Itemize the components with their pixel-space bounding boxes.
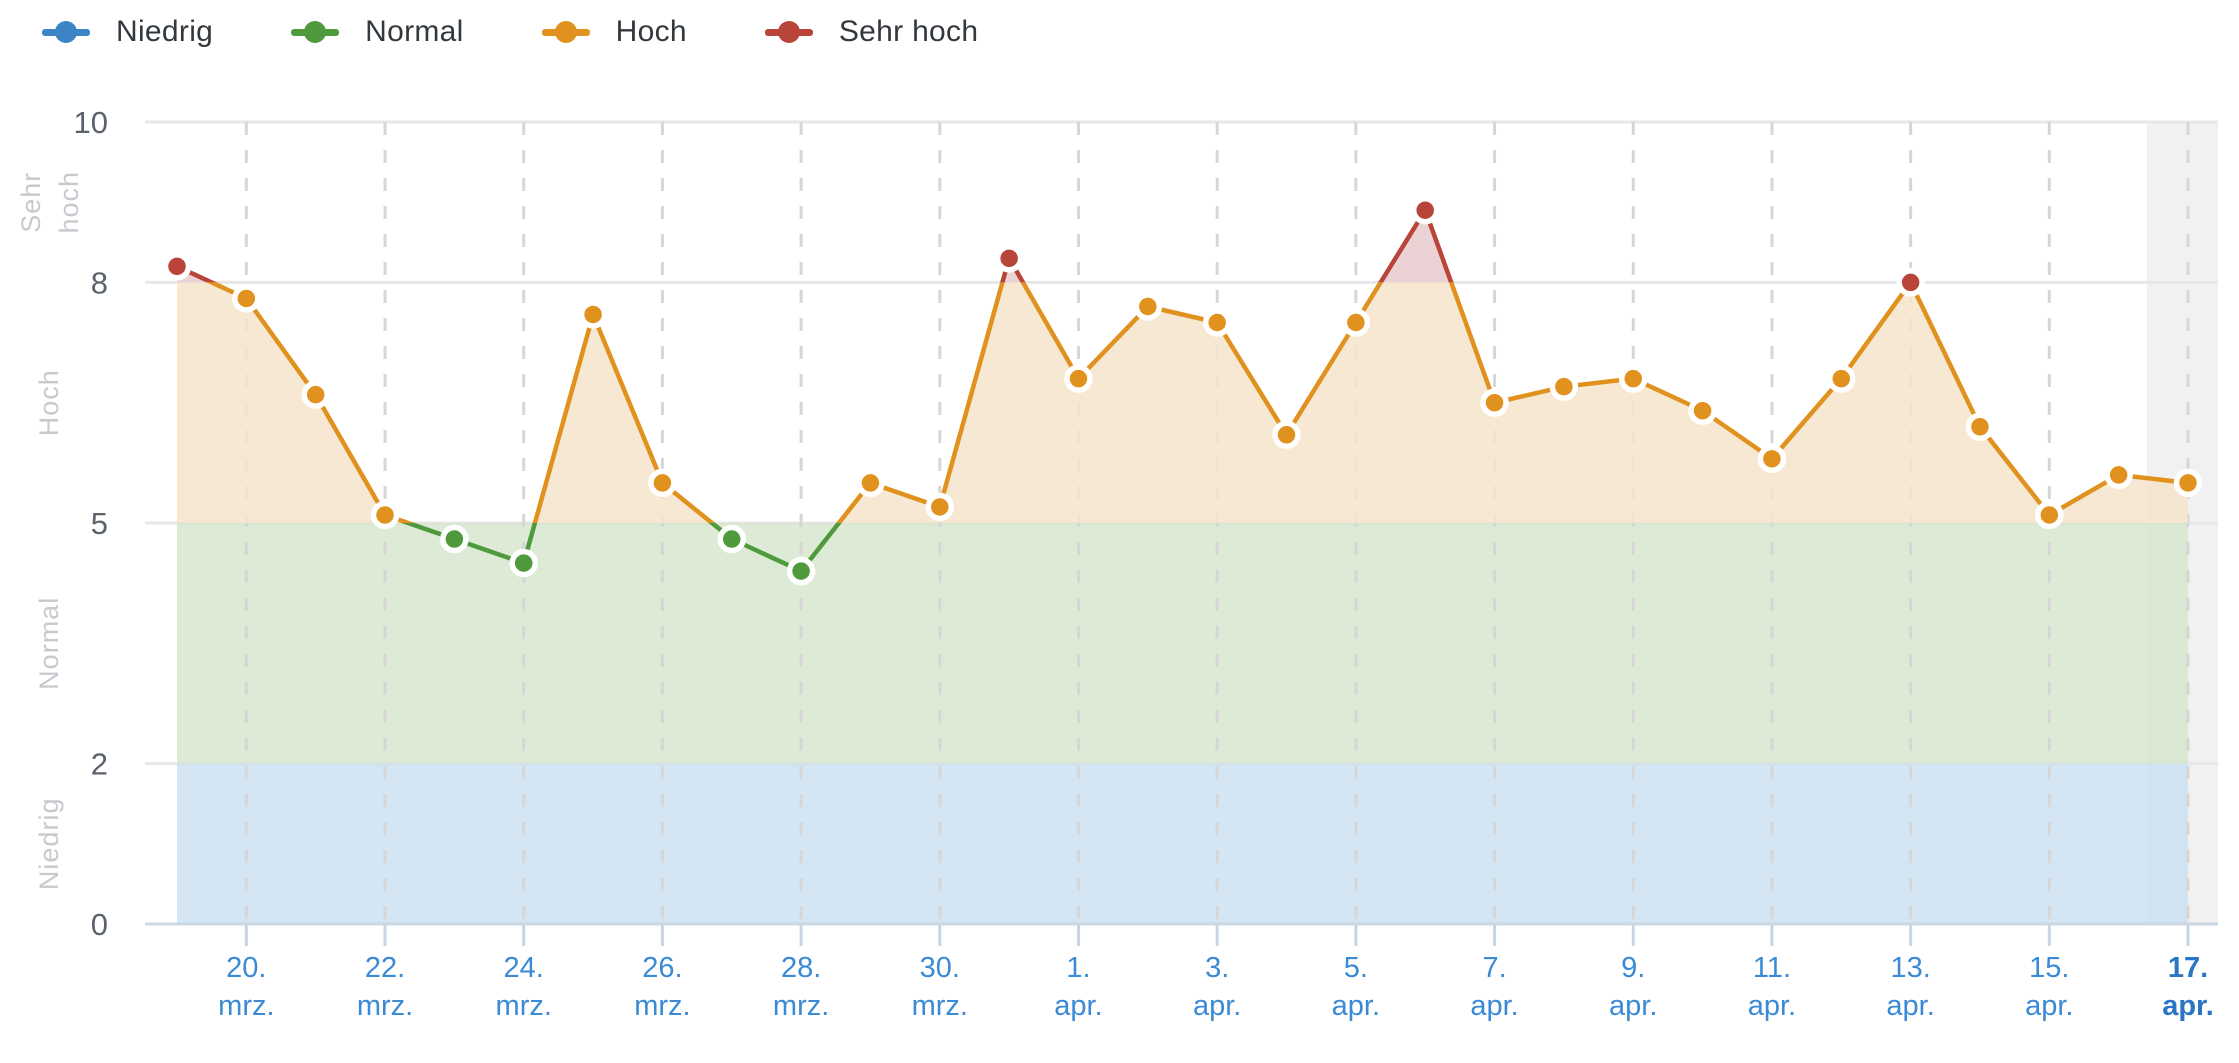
data-point-13apr[interactable] [1896,268,1925,297]
legend-item-hoch[interactable]: Hoch [541,15,687,49]
volatility-line [206,282,2189,523]
data-point-17apr[interactable] [2173,468,2203,498]
y-axis-label: 8 [91,265,108,300]
sehr-hoch-line-marker-icon [764,16,813,48]
x-axis-label-month: apr. [1470,990,1518,1022]
x-axis-label-day: 22. [365,952,405,984]
normal-line-marker-icon [291,16,340,48]
x-axis-label-day: 20. [226,952,266,984]
data-point-24mrz[interactable] [509,548,538,578]
zone-label: Normal [34,597,64,690]
data-point-20mrz[interactable] [232,284,261,313]
x-axis-label-month: mrz. [357,990,413,1022]
zone-label: Hoch [34,369,64,436]
zone-label: hoch [54,171,84,234]
x-axis-label-month: apr. [1193,990,1241,1022]
x-axis-label-day: 5. [1344,952,1368,984]
y-axis-label: 10 [74,105,108,140]
data-point-22mrz[interactable] [370,500,400,530]
x-axis-label-day: 1. [1066,952,1090,984]
legend-item-sehr-hoch[interactable]: Sehr hoch [764,15,979,49]
y-axis-label: 2 [91,747,108,782]
zone-label: Niedrig [34,798,64,891]
data-point-9apr[interactable] [1618,364,1648,393]
area-fill-hoch [177,282,2188,523]
legend-item-niedrig[interactable]: Niedrig [42,15,213,49]
x-axis-label-month: apr. [1886,990,1934,1022]
x-axis-label-month: mrz. [496,990,552,1022]
data-point-3apr[interactable] [1202,308,1232,337]
data-point-26mrz[interactable] [648,468,677,498]
x-axis-label-month: apr. [1609,990,1657,1022]
data-point-29mrz[interactable] [856,468,885,498]
x-axis-label-day: 15. [2029,952,2069,984]
legend-item-normal[interactable]: Normal [291,15,463,49]
y-axis-label: 0 [91,907,108,942]
data-point-6apr[interactable] [1410,195,1440,225]
data-point-7apr[interactable] [1480,388,1509,417]
niedrig-line-marker-icon [42,16,90,48]
data-point-10apr[interactable] [1688,396,1717,425]
x-axis-label-day: 28. [781,952,821,984]
data-point-15apr[interactable] [2035,500,2064,530]
data-point-2apr[interactable] [1133,292,1163,321]
x-axis-label-day: 11. [1753,952,1791,984]
x-axis-label-month: apr. [2162,990,2214,1022]
data-point-4apr[interactable] [1272,420,1301,450]
data-point-28mrz[interactable] [786,556,816,586]
x-axis-label-day: 9. [1621,952,1645,984]
data-point-25mrz[interactable] [578,300,608,329]
x-axis-label-month: mrz. [773,990,829,1022]
data-point-31mrz[interactable] [994,244,1024,273]
niedrig-zone-band [177,763,2188,924]
legend-label-niedrig: Niedrig [116,15,214,48]
data-point-16apr[interactable] [2104,460,2133,490]
data-point-21mrz[interactable] [301,380,330,409]
data-point-11apr[interactable] [1757,444,1787,474]
data-point-5apr[interactable] [1341,308,1371,337]
x-axis-label-day: 17. [2168,952,2208,984]
x-axis-label-month: mrz. [634,990,690,1022]
x-axis-label-day: 26. [642,952,682,984]
chart-legend: Niedrig Normal Hoch Sehr hoch [42,6,978,58]
zone-label: Sehr [16,172,46,233]
legend-label-sehr-hoch: Sehr hoch [838,15,979,48]
data-point-8apr[interactable] [1549,372,1579,401]
x-axis-label-day: 3. [1205,952,1229,984]
normal-zone-band [177,523,2188,764]
x-axis-label-day: 24. [504,952,544,984]
x-axis-label-day: 30. [920,952,960,984]
data-point-14apr[interactable] [1965,412,1995,442]
x-axis-label-day: 13. [1890,952,1930,984]
data-point-19mrz[interactable] [162,252,192,281]
data-point-30mrz[interactable] [925,492,955,522]
data-point-1apr[interactable] [1064,364,1093,393]
x-axis-label-month: apr. [1748,990,1796,1022]
x-axis-label-month: mrz. [912,990,968,1022]
legend-label-hoch: Hoch [615,15,687,48]
data-point-27mrz[interactable] [717,524,747,554]
data-point-23mrz[interactable] [440,524,469,554]
x-axis-label-month: mrz. [218,990,274,1022]
y-axis-label: 5 [91,506,108,541]
hoch-line-marker-icon [541,16,590,48]
data-point-12apr[interactable] [1827,364,1856,393]
legend-label-normal: Normal [365,15,464,48]
x-axis-label-day: 7. [1482,952,1506,984]
x-axis-label-month: apr. [1332,990,1380,1022]
x-axis-label-month: apr. [2025,990,2073,1022]
x-axis-label-month: apr. [1054,990,1102,1022]
